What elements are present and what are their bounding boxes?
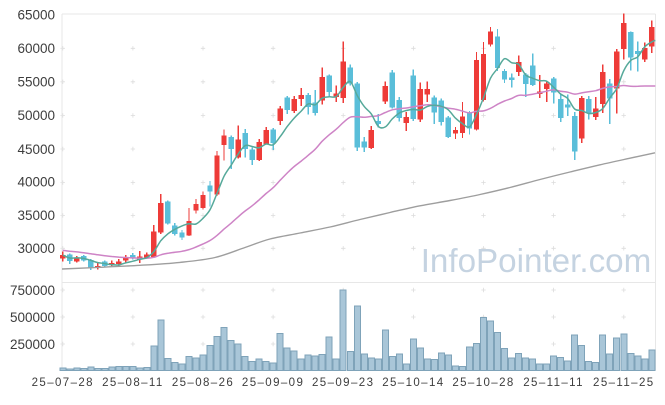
svg-text:25–11–25: 25–11–25 <box>593 377 655 389</box>
svg-text:25–08–11: 25–08–11 <box>102 377 164 389</box>
svg-text:25–10–28: 25–10–28 <box>452 377 514 389</box>
svg-text:25–07–28: 25–07–28 <box>32 377 94 389</box>
svg-text:InfoPointer.com: InfoPointer.com <box>421 243 652 280</box>
svg-text:50000: 50000 <box>17 108 55 123</box>
svg-text:25–11–11: 25–11–11 <box>523 377 584 389</box>
svg-text:500000: 500000 <box>10 310 55 325</box>
svg-text:25–09–23: 25–09–23 <box>312 377 374 389</box>
svg-text:25–08–26: 25–08–26 <box>172 377 234 389</box>
svg-text:25–10–14: 25–10–14 <box>382 377 444 389</box>
svg-text:40000: 40000 <box>17 175 55 190</box>
svg-text:30000: 30000 <box>17 241 55 256</box>
svg-text:250000: 250000 <box>10 337 55 352</box>
svg-text:750000: 750000 <box>10 283 55 298</box>
svg-text:65000: 65000 <box>17 8 55 23</box>
svg-text:60000: 60000 <box>17 41 55 56</box>
svg-text:35000: 35000 <box>17 208 55 223</box>
svg-text:45000: 45000 <box>17 142 55 157</box>
svg-text:55000: 55000 <box>17 75 55 90</box>
svg-text:25–09–09: 25–09–09 <box>242 377 304 389</box>
